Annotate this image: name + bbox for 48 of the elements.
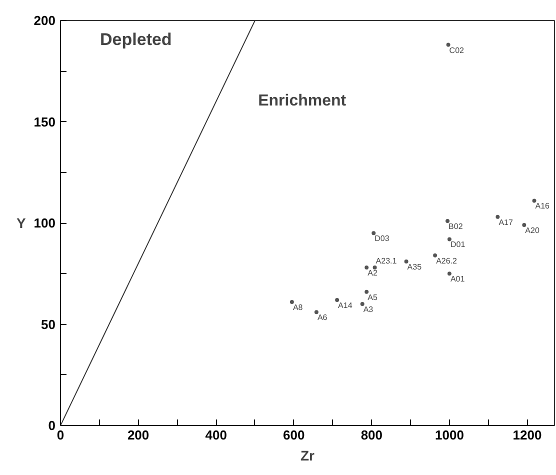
annotation: Enrichment [258,92,347,110]
x-axis-title: Zr [300,448,316,464]
point [447,237,452,242]
point [364,266,369,270]
y-tick-label: 150 [34,114,56,130]
annotation: A17 [498,218,514,227]
y-tick-label: 0 [48,418,56,433]
point [496,214,500,219]
point [360,302,364,306]
point [446,42,450,47]
point [433,253,438,258]
annotation: A2 [368,268,378,278]
point [522,223,526,228]
point [364,290,369,294]
annotation: A16 [535,202,550,211]
point [532,198,536,203]
annotation: A3 [363,305,374,314]
annotation: A35 [407,262,422,272]
point [447,272,452,276]
point [335,298,340,302]
annotation: A6 [317,313,328,322]
point [290,300,294,304]
annotation: A20 [525,226,540,236]
annotation: A23.1 [376,256,398,266]
x-tick-label: 800 [360,428,383,442]
annotation: A14 [338,300,353,310]
x-tick-label: 1200 [512,428,542,442]
y-axis-title: Y [16,215,26,231]
annotation: D01 [450,240,466,250]
x-tick-label: 600 [283,428,305,442]
annotation: A5 [368,292,378,302]
annotation: Depleted [100,30,172,49]
annotation: A26.2 [436,256,458,266]
x-tick-label: 200 [127,428,150,442]
point [404,259,408,264]
annotation: C02 [449,46,465,55]
point [314,310,318,314]
annotation: B02 [448,222,464,231]
point [446,218,450,223]
annotation: D03 [374,234,390,244]
annotation: A01 [450,274,466,284]
y-tick-label: 100 [34,216,56,230]
point [372,231,376,236]
x-tick-label: 1000 [435,428,464,442]
annotation: A8 [292,302,304,312]
x-tick-label: 400 [205,428,227,442]
y-tick-label: 50 [41,316,56,332]
y-tick-label: 200 [34,13,56,28]
